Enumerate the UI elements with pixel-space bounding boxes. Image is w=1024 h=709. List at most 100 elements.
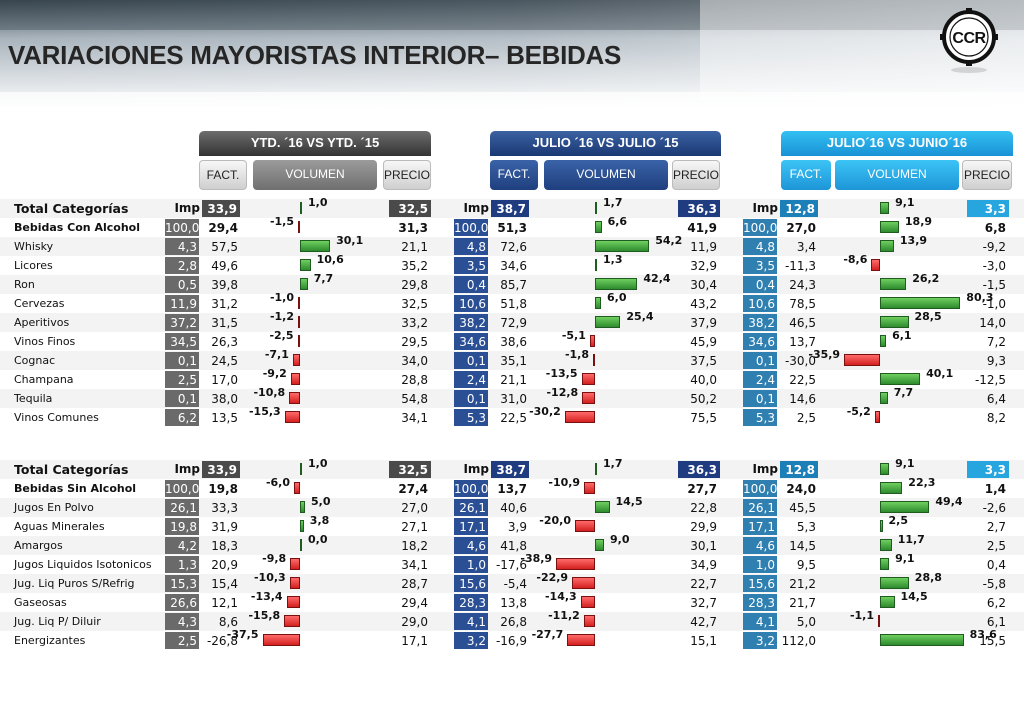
volume-bar-negative xyxy=(298,221,300,233)
fact-value: 85,7 xyxy=(500,278,527,292)
precio-value: 32,5 xyxy=(401,297,428,311)
table-row-label: Jugos Liquidos Isotonicos xyxy=(14,558,152,571)
precio-value: 75,5 xyxy=(690,411,717,425)
imp-value: 0,1 xyxy=(466,392,486,406)
volume-label: 3,8 xyxy=(309,514,330,527)
panel-0-fact-header: FACT. xyxy=(199,160,247,190)
table-row-label: Cervezas xyxy=(14,297,65,310)
volume-label: -8,6 xyxy=(843,253,868,266)
table-row-label: Champana xyxy=(14,373,74,386)
volume-label: -7,1 xyxy=(264,348,289,361)
volume-label: -38,9 xyxy=(520,552,553,565)
fact-value: 31,2 xyxy=(211,297,238,311)
fact-value: 34,6 xyxy=(500,259,527,273)
imp-cell-bg xyxy=(454,632,488,649)
volume-bar-positive xyxy=(595,463,597,475)
imp-cell-bg xyxy=(454,480,488,497)
volume-bar-positive xyxy=(595,202,597,214)
volume-label: 6,0 xyxy=(607,291,627,304)
fact-value: 24,3 xyxy=(789,278,816,292)
volume-bar-positive xyxy=(300,520,304,532)
precio-value: 37,5 xyxy=(690,354,717,368)
fact-value: 14,5 xyxy=(789,539,816,553)
volume-bar-positive xyxy=(880,558,890,570)
volume-bar-positive xyxy=(880,482,903,494)
fact-value: -26,8 xyxy=(206,634,238,648)
imp-label: Imp xyxy=(752,201,778,215)
volume-bar-positive xyxy=(595,539,604,551)
volume-bar-positive xyxy=(880,634,964,646)
fact-value: 26,3 xyxy=(211,335,238,349)
fact-value: 41,8 xyxy=(500,539,527,553)
fact-value: 27,0 xyxy=(786,221,816,235)
imp-value: 38,2 xyxy=(748,316,775,330)
volume-label: -37,5 xyxy=(226,628,259,641)
panel-0-volumen-header: VOLUMEN xyxy=(253,160,377,190)
fact-value: 33,3 xyxy=(211,501,238,515)
volume-label: 49,4 xyxy=(935,495,963,508)
imp-cell-bg xyxy=(454,613,488,630)
volume-label: 14,5 xyxy=(615,495,643,508)
precio-value: 32,7 xyxy=(690,596,717,610)
fact-value: 72,6 xyxy=(500,240,527,254)
table-row-label: Gaseosas xyxy=(14,596,67,609)
volume-bar-positive xyxy=(880,577,909,589)
volume-label: 5,0 xyxy=(311,495,331,508)
volume-bar-positive xyxy=(300,501,305,513)
precio-value: 0,4 xyxy=(986,558,1006,572)
panel-1-precio-header: PRECIO xyxy=(672,160,720,190)
imp-value: 0,5 xyxy=(177,278,197,292)
precio-value: 3,3 xyxy=(984,463,1006,477)
panel-header-julio-vs-julio: JULIO ´16 VS JULIO ´15 xyxy=(490,131,721,156)
imp-cell-bg xyxy=(454,219,488,236)
volume-label: -1,8 xyxy=(564,348,589,361)
volume-bar-negative xyxy=(289,577,300,589)
volume-bar-positive xyxy=(880,202,890,214)
imp-value: 4,3 xyxy=(177,615,197,629)
precio-value: 11,9 xyxy=(690,240,717,254)
imp-value: 2,8 xyxy=(177,259,197,273)
fact-value: 112,0 xyxy=(781,634,816,648)
precio-value: 31,3 xyxy=(398,221,428,235)
volume-bar-negative xyxy=(580,596,595,608)
volume-bar-negative xyxy=(575,520,595,532)
precio-value: 21,1 xyxy=(401,240,428,254)
imp-value: 28,3 xyxy=(748,596,775,610)
volume-bar-negative xyxy=(290,373,300,385)
precio-value: -1,0 xyxy=(982,297,1006,311)
volume-label: -5,2 xyxy=(846,405,871,418)
fact-value: 31,9 xyxy=(211,520,238,534)
volume-bar-negative xyxy=(284,615,300,627)
imp-cell-bg xyxy=(743,556,777,573)
imp-cell-bg xyxy=(454,371,488,388)
precio-value: 33,2 xyxy=(401,316,428,330)
volume-label: 7,7 xyxy=(893,386,914,399)
volume-bar-negative xyxy=(298,297,300,309)
volume-bar-positive xyxy=(880,240,894,252)
fact-value: 22,5 xyxy=(500,411,527,425)
volume-label: 80,3 xyxy=(966,291,994,304)
volume-label: 22,3 xyxy=(908,476,936,489)
precio-value: 28,8 xyxy=(401,373,428,387)
volume-label: 10,6 xyxy=(316,253,344,266)
imp-cell-bg xyxy=(165,556,199,573)
imp-cell-bg xyxy=(454,390,488,407)
imp-label: Imp xyxy=(463,462,489,476)
imp-cell-bg xyxy=(165,276,199,293)
imp-value: 0,1 xyxy=(466,354,486,368)
fact-value: 38,0 xyxy=(211,392,238,406)
imp-cell-bg xyxy=(743,371,777,388)
imp-cell-bg xyxy=(743,219,777,236)
fact-value: -17,6 xyxy=(495,558,527,572)
imp-value: 5,3 xyxy=(755,411,775,425)
precio-value: 22,8 xyxy=(690,501,717,515)
imp-cell-bg xyxy=(165,314,199,331)
fact-value: 26,8 xyxy=(500,615,527,629)
precio-value: 14,0 xyxy=(979,316,1006,330)
table-row-label: Energizantes xyxy=(14,634,86,647)
volume-label: 6,6 xyxy=(607,215,628,228)
volume-bar-positive xyxy=(300,240,331,252)
volume-label: -9,2 xyxy=(262,367,287,380)
precio-value: 34,0 xyxy=(401,354,428,368)
volume-label: 40,1 xyxy=(926,367,954,380)
